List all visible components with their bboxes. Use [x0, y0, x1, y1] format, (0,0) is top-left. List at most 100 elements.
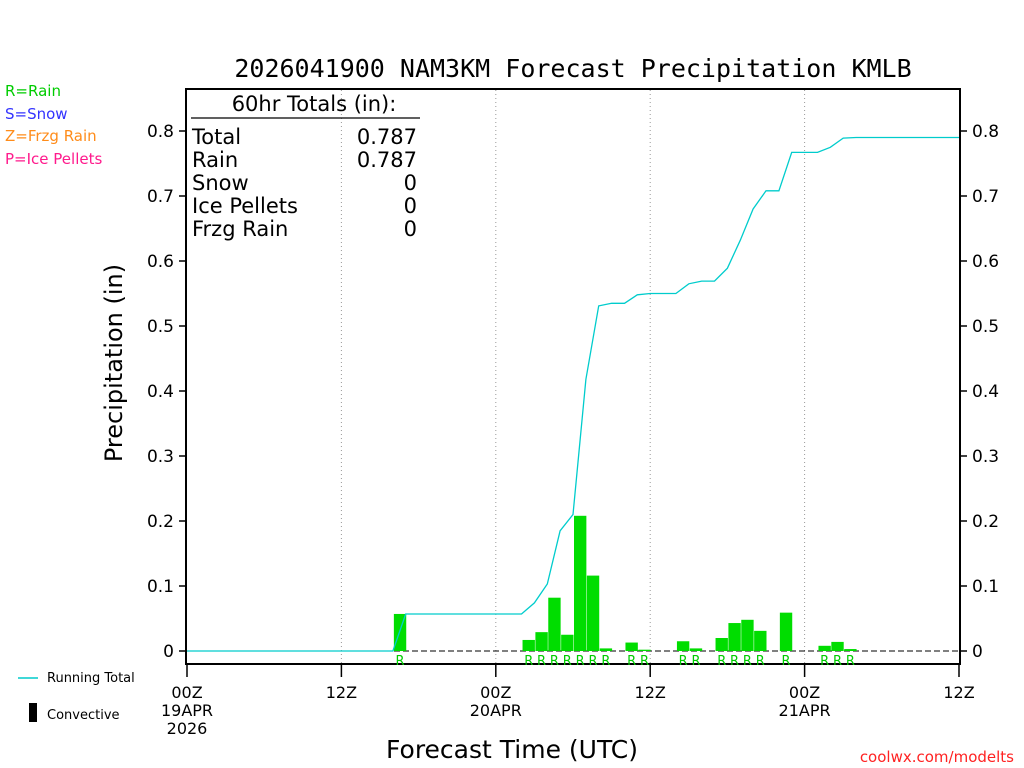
- y-tick-label-left: 0.3: [147, 447, 174, 467]
- running-total-legend-label: Running Total: [47, 671, 135, 686]
- plot-frame: [185, 88, 961, 665]
- legend-rain: R=Rain: [5, 82, 61, 100]
- precip-bar: [831, 641, 844, 651]
- series-legend: Running Total Convective: [18, 671, 135, 723]
- x-tick-label: 00Z: [171, 683, 202, 702]
- ptype-marker: R: [833, 654, 842, 669]
- precip-bar: [754, 630, 767, 651]
- x-tick-label: 00Z: [789, 683, 820, 702]
- ptype-marker: R: [601, 654, 610, 669]
- legend-frzg-rain: Z=Frzg Rain: [5, 127, 97, 145]
- ptype-marker: R: [743, 654, 752, 669]
- x-axis-label: Forecast Time (UTC): [386, 735, 638, 764]
- y-tick-label-right: 0.1: [972, 577, 999, 597]
- totals-row-label: Total: [191, 125, 241, 149]
- x-tick-label: 2026: [167, 719, 208, 738]
- ptype-marker: R: [589, 654, 598, 669]
- ptype-legend: R=Rain S=Snow Z=Frzg Rain P=Ice Pellets: [5, 82, 102, 168]
- ptype-marker: R: [846, 654, 855, 669]
- running-total-series: [187, 136, 959, 652]
- ptype-marker: R: [730, 654, 739, 669]
- ptype-marker: R: [679, 654, 688, 669]
- y-tick-label-right: 0.3: [972, 447, 999, 467]
- ptype-marker: R: [820, 654, 829, 669]
- ptype-marker: R: [640, 654, 649, 669]
- legend-ice-pellets: P=Ice Pellets: [5, 150, 102, 168]
- precip-bar: [625, 642, 638, 651]
- ptype-marker: R: [576, 654, 585, 669]
- ptype-marker: R: [524, 654, 533, 669]
- ptype-marker: R: [782, 654, 791, 669]
- ptype-marker: R: [563, 654, 572, 669]
- precip-bar: [522, 639, 535, 651]
- x-tick-label: 19APR: [161, 701, 213, 720]
- totals-row-label: Snow: [192, 171, 249, 195]
- precip-bar: [574, 515, 587, 651]
- convective-legend-label: Convective: [47, 708, 120, 723]
- y-tick-label-right: 0.6: [972, 252, 999, 272]
- ptype-marker: R: [717, 654, 726, 669]
- precip-bar: [535, 632, 548, 651]
- ptype-marker: R: [756, 654, 765, 669]
- y-tick-label-right: 0.8: [972, 122, 999, 142]
- totals-row-value: 0.787: [357, 125, 417, 149]
- totals-row-value: 0: [404, 171, 417, 195]
- precip-bar: [741, 619, 754, 651]
- gridlines: [187, 90, 959, 663]
- ptype-marker: R: [550, 654, 559, 669]
- y-tick-label-left: 0.8: [147, 122, 174, 142]
- credit-text: coolwx.com/modelts: [860, 748, 1014, 766]
- precip-bar: [599, 648, 613, 651]
- legend-snow: S=Snow: [5, 105, 68, 123]
- x-tick-label: 12Z: [943, 683, 974, 702]
- totals-heading: 60hr Totals (in):: [232, 92, 397, 116]
- x-tick-label: 20APR: [470, 701, 522, 720]
- x-tick-label: 12Z: [635, 683, 666, 702]
- y-tick-label-left: 0.5: [147, 317, 174, 337]
- x-tick-label: 21APR: [779, 701, 831, 720]
- totals-row-value: 0: [404, 217, 417, 241]
- x-tick-label: 12Z: [326, 683, 357, 702]
- precip-bar: [586, 575, 600, 651]
- precip-bar: [818, 645, 831, 651]
- y-tick-label-left: 0.6: [147, 252, 174, 272]
- y-axis-ticks: 0 00.1 0.10.2 0.20.3 0.30.4 0.40.5 0.50.6 0.60.…: [147, 122, 999, 662]
- y-tick-label-left: 0.2: [147, 512, 174, 532]
- precip-bar: [689, 648, 703, 651]
- ptype-marker: R: [396, 654, 405, 669]
- running-total-line: [187, 136, 959, 652]
- y-tick-label-right: 0.7: [972, 187, 999, 207]
- precip-bar: [715, 638, 728, 651]
- ptype-marker: R: [691, 654, 700, 669]
- hourly-bars: [393, 515, 857, 651]
- y-tick-label-right: 0.2: [972, 512, 999, 532]
- precip-bar: [561, 634, 574, 651]
- y-tick-label-right: 0.4: [972, 382, 999, 402]
- totals-panel: 60hr Totals (in): Total 0.787 Rain 0.787 Sno…: [191, 92, 420, 241]
- y-tick-label-right: 0.5: [972, 317, 999, 337]
- totals-row-label: Frzg Rain: [192, 217, 288, 241]
- y-tick-label-left: 0.1: [147, 577, 174, 597]
- y-tick-label-left: 0.7: [147, 187, 174, 207]
- totals-row-value: 0: [404, 194, 417, 218]
- totals-row-label: Ice Pellets: [192, 194, 298, 218]
- precip-bar: [728, 623, 741, 651]
- totals-row-label: Rain: [192, 148, 238, 172]
- x-tick-label: 00Z: [480, 683, 511, 702]
- y-axis-label: Precipitation (in): [100, 264, 128, 462]
- ptype-marker: R: [627, 654, 636, 669]
- convective-swatch: [29, 703, 37, 722]
- y-tick-label-right: 0: [972, 642, 983, 662]
- precip-bar: [844, 649, 857, 651]
- precip-bar: [676, 641, 690, 651]
- y-tick-label-left: 0.4: [147, 382, 174, 402]
- ptype-marker: R: [537, 654, 546, 669]
- y-tick-label-left: 0: [163, 642, 174, 662]
- precip-bar: [779, 612, 793, 651]
- totals-row-value: 0.787: [357, 148, 417, 172]
- precip-bar: [548, 597, 561, 651]
- precip-bar: [638, 649, 651, 651]
